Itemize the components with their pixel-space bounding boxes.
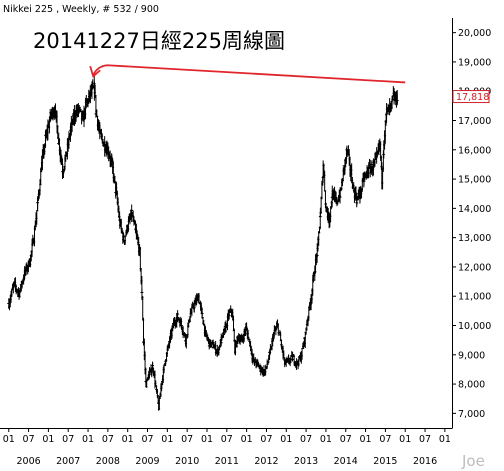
watermark: Joe bbox=[461, 452, 485, 470]
y-tick-label: 8,000 bbox=[458, 380, 485, 391]
x-tick-label: 01 bbox=[161, 434, 173, 445]
y-tick-label: 9,000 bbox=[458, 350, 485, 361]
annotation-arrow-line bbox=[92, 64, 406, 84]
x-year-label: 2012 bbox=[254, 456, 278, 467]
y-tick-label: 16,000 bbox=[458, 145, 491, 156]
last-price-label: 17,818 bbox=[456, 92, 489, 103]
x-year-label: 2010 bbox=[175, 456, 199, 467]
y-tick-label: 10,000 bbox=[458, 321, 491, 332]
x-tick-label: 07 bbox=[260, 434, 272, 445]
y-axis-ticks: 7,000 8,000 9,000 10,000 11,000 12,000 13,000 1… bbox=[452, 28, 491, 420]
chart-title: 20141227日經225周線圖 bbox=[33, 29, 285, 53]
x-tick-label: 07 bbox=[379, 434, 391, 445]
y-tick-label: 20,000 bbox=[458, 28, 491, 39]
x-tick-label: 01 bbox=[3, 434, 15, 445]
x-year-label: 2011 bbox=[215, 456, 239, 467]
annotation-arrow-head bbox=[89, 65, 101, 78]
y-tick-label: 13,000 bbox=[458, 233, 491, 244]
x-year-label: 2007 bbox=[56, 456, 80, 467]
x-tick-label: 07 bbox=[181, 434, 193, 445]
x-year-label: 2016 bbox=[413, 456, 437, 467]
x-year-label: 2013 bbox=[294, 456, 318, 467]
x-year-label: 2014 bbox=[334, 456, 358, 467]
x-tick-label: 01 bbox=[320, 434, 332, 445]
chart-header: Nikkei 225 , Weekly, # 532 / 900 bbox=[3, 4, 159, 15]
x-tick-label: 07 bbox=[300, 434, 312, 445]
x-tick-label: 01 bbox=[42, 434, 54, 445]
x-tick-label: 07 bbox=[102, 434, 114, 445]
y-tick-label: 12,000 bbox=[458, 262, 491, 273]
x-tick-label: 07 bbox=[23, 434, 35, 445]
x-tick-label: 01 bbox=[82, 434, 94, 445]
x-tick-label: 01 bbox=[280, 434, 292, 445]
y-tick-label: 7,000 bbox=[458, 409, 485, 420]
last-price-box bbox=[452, 90, 490, 104]
x-tick-label: 07 bbox=[221, 434, 233, 445]
y-tick-label: 11,000 bbox=[458, 292, 491, 303]
x-tick-label: 01 bbox=[360, 434, 372, 445]
y-tick-label: 17,000 bbox=[458, 116, 491, 127]
x-axis-ticks: 01 07 01 07 01 07 01 07 01 07 01 07 01 07 01 07 01 07 01 07… bbox=[3, 428, 451, 467]
x-tick-label: 07 bbox=[340, 434, 352, 445]
x-tick-label: 07 bbox=[419, 434, 431, 445]
annotation-layer bbox=[89, 64, 406, 84]
y-tick-label: 14,000 bbox=[458, 204, 491, 215]
x-tick-label: 01 bbox=[439, 434, 451, 445]
x-tick-label: 01 bbox=[122, 434, 134, 445]
y-tick-label: 19,000 bbox=[458, 57, 491, 68]
price-bars bbox=[7, 75, 399, 411]
x-year-label: 2009 bbox=[135, 456, 159, 467]
x-tick-label: 07 bbox=[141, 434, 153, 445]
y-tick-label: 15,000 bbox=[458, 175, 491, 186]
x-year-label: 2006 bbox=[16, 456, 40, 467]
x-tick-label: 01 bbox=[201, 434, 213, 445]
x-year-label: 2008 bbox=[96, 456, 120, 467]
x-tick-label: 01 bbox=[399, 434, 411, 445]
x-tick-label: 01 bbox=[241, 434, 253, 445]
x-tick-label: 07 bbox=[62, 434, 74, 445]
last-price-tag: 17,818 bbox=[452, 90, 490, 104]
x-year-label: 2015 bbox=[373, 456, 397, 467]
